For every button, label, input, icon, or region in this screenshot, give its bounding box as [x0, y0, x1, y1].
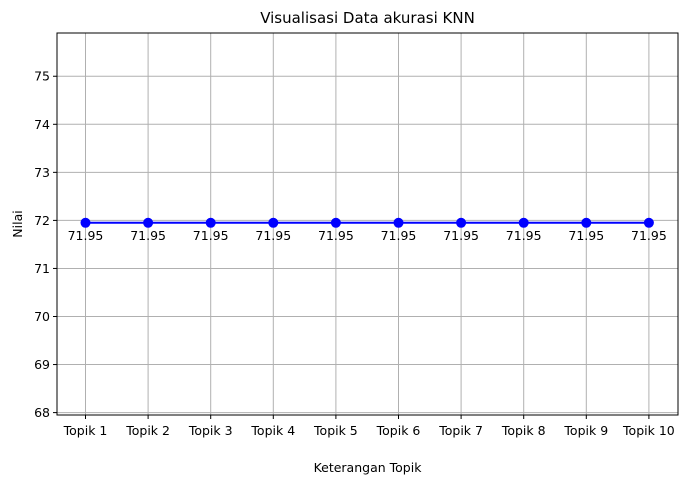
- x-axis-label: Keterangan Topik: [314, 460, 423, 475]
- y-tick-label: 75: [34, 69, 50, 84]
- y-tick-label: 68: [34, 405, 50, 420]
- y-tick-label: 70: [34, 309, 50, 324]
- series-layer: 71.95 71.95 71.95 71.95 71.95 71.95 71.95 71.95…: [68, 217, 667, 243]
- y-tick-label: 69: [34, 357, 50, 372]
- data-label: 71.95: [631, 228, 667, 243]
- data-point: [268, 217, 279, 228]
- x-tick-label: Topik 4: [250, 423, 295, 438]
- data-point: [80, 217, 91, 228]
- data-label: 71.95: [381, 228, 417, 243]
- data-point: [393, 217, 404, 228]
- data-label: 71.95: [568, 228, 604, 243]
- data-point: [643, 217, 654, 228]
- x-tick-label: Topik 9: [563, 423, 608, 438]
- data-label: 71.95: [506, 228, 542, 243]
- data-point: [581, 217, 592, 228]
- y-tick-label: 72: [34, 213, 50, 228]
- x-tick-label: Topik 10: [622, 423, 675, 438]
- data-point: [456, 217, 467, 228]
- x-tick-label: Topik 5: [313, 423, 358, 438]
- x-tick-label: Topik 2: [125, 423, 170, 438]
- x-tick-label: Topik 7: [438, 423, 483, 438]
- data-label: 71.95: [193, 228, 229, 243]
- y-tick-label: 71: [34, 261, 50, 276]
- x-tick-label: Topik 8: [501, 423, 546, 438]
- x-tick-label: Topik 1: [63, 423, 108, 438]
- y-axis-label: Nilai: [10, 210, 25, 237]
- data-label: 71.95: [318, 228, 354, 243]
- data-label: 71.95: [68, 228, 104, 243]
- grid: [57, 33, 678, 415]
- ticks-layer: Topik 1 Topik 2 Topik 3 Topik 4 Topik 5 Topik…: [34, 69, 675, 438]
- data-label: 71.95: [130, 228, 166, 243]
- data-label: 71.95: [255, 228, 291, 243]
- plot-frame: [56, 32, 679, 416]
- y-tick-label: 74: [34, 117, 50, 132]
- chart-title: Visualisasi Data akurasi KNN: [260, 9, 475, 27]
- data-point: [143, 217, 154, 228]
- data-point: [205, 217, 216, 228]
- y-tick-label: 73: [34, 165, 50, 180]
- x-tick-label: Topik 3: [188, 423, 233, 438]
- x-tick-label: Topik 6: [376, 423, 421, 438]
- data-point: [330, 217, 341, 228]
- data-point: [518, 217, 529, 228]
- data-label: 71.95: [443, 228, 479, 243]
